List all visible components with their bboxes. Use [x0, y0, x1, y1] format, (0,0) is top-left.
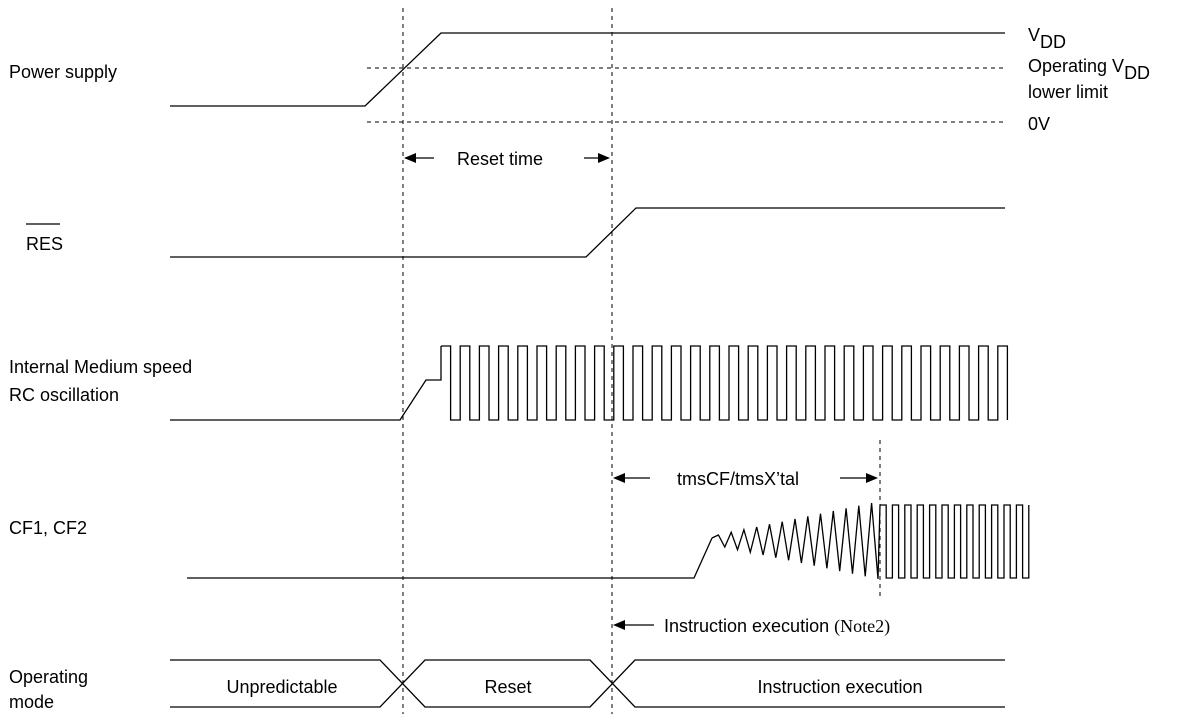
label-mode-line2: mode — [9, 692, 54, 712]
cf-stable-clock — [880, 504, 1030, 579]
res-waveform — [170, 207, 1005, 258]
rc-oscillation-waveform — [441, 345, 1009, 421]
label-cf: CF1, CF2 — [9, 518, 87, 538]
mode-bus-bottom — [170, 659, 1005, 708]
mode-reset: Reset — [484, 677, 531, 697]
label-power-supply: Power supply — [9, 62, 117, 82]
label-tms: tmsCF/tmsX’tal — [677, 469, 799, 489]
label-operating-vdd: Operating VDD — [1028, 56, 1150, 83]
label-vdd: VDD — [1028, 25, 1066, 52]
label-instr-exec: Instruction execution (Note2) — [664, 616, 890, 637]
cf-startup-oscillation — [711, 502, 881, 580]
label-mode-line1: Operating — [9, 667, 88, 687]
mode-instruction-execution: Instruction execution — [757, 677, 922, 697]
label-reset-time: Reset time — [457, 149, 543, 169]
label-rc-line1: Internal Medium speed — [9, 357, 192, 377]
label-rc-line2: RC oscillation — [9, 385, 119, 405]
label-zero-volt: 0V — [1028, 114, 1050, 134]
power-supply-waveform — [170, 32, 1005, 107]
mode-bus-top — [170, 659, 1005, 708]
rc-oscillation-ramp — [170, 346, 442, 421]
label-res: RES — [26, 234, 63, 254]
label-lower-limit: lower limit — [1028, 82, 1108, 102]
mode-unpredictable: Unpredictable — [226, 677, 337, 697]
cf-ramp — [187, 537, 713, 579]
